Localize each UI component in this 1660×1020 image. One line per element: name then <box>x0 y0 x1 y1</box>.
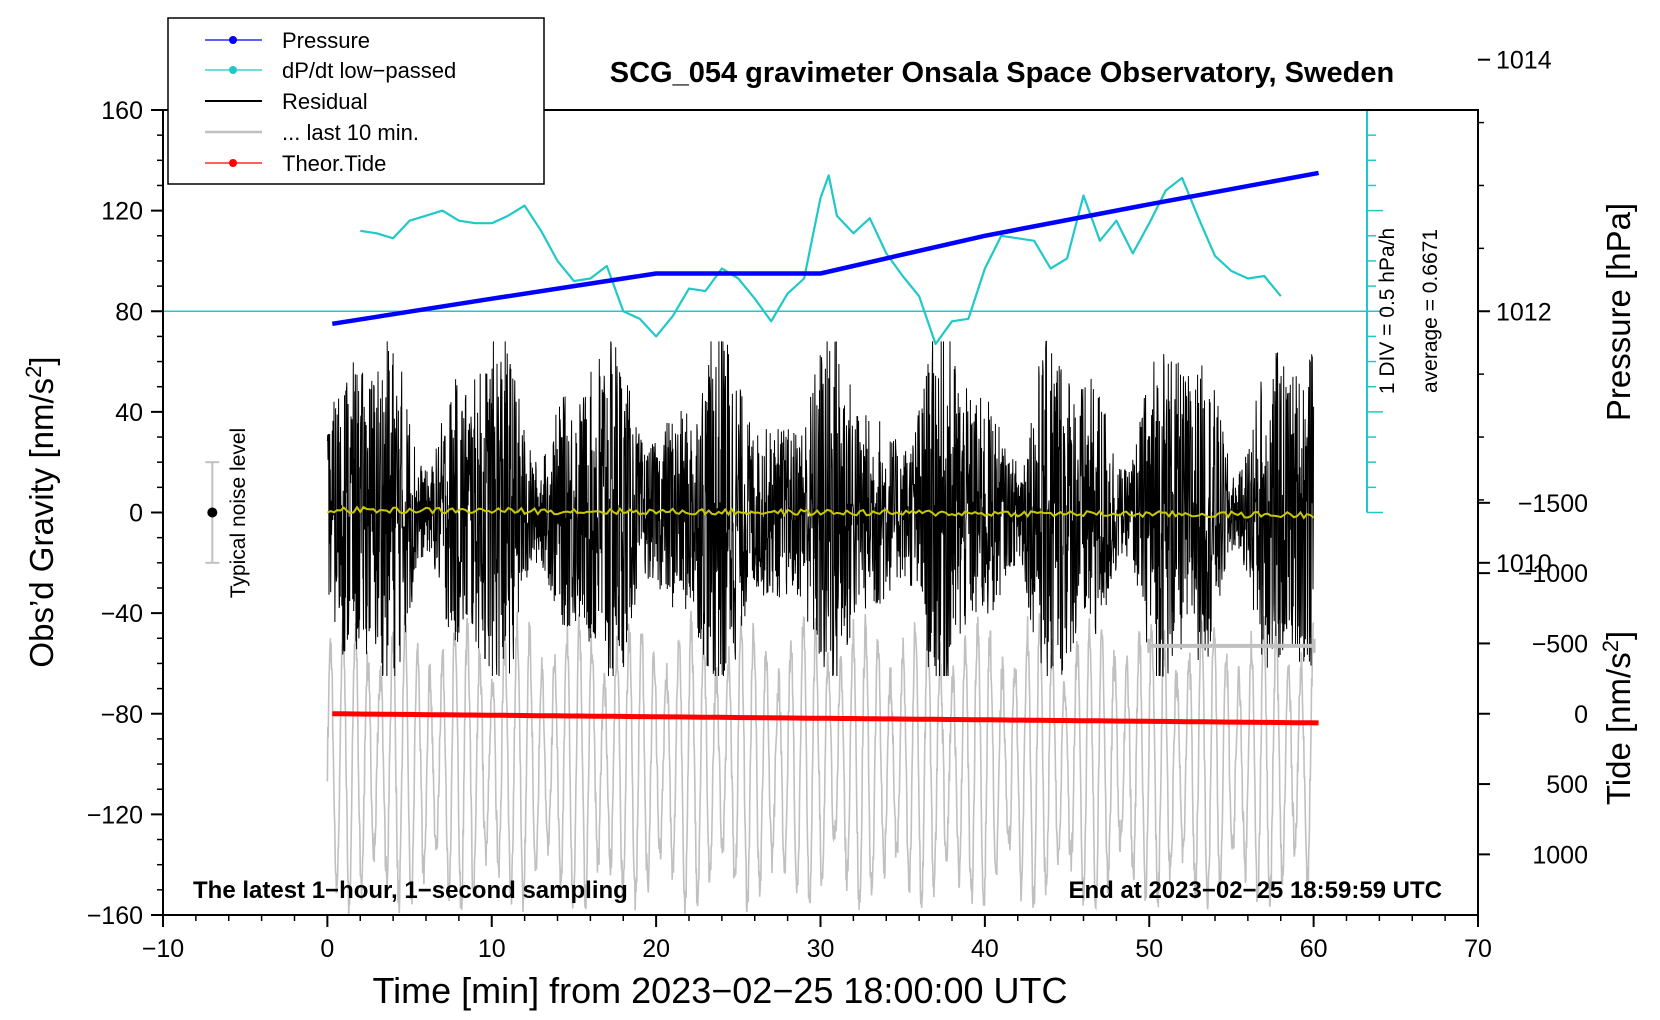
theoretical-tide-series <box>332 711 1319 726</box>
x-tick-label: 20 <box>642 935 670 963</box>
gravity-axis: 160 120 80 40 0 −40 −80 −120 −160 <box>87 97 163 930</box>
x-axis-label: Time [min] from 2023−02−25 18:00:00 UTC <box>372 970 1067 1011</box>
legend: Pressure dP/dt low−passed Residual ... l… <box>167 17 545 185</box>
chart-title: SCG_054 gravimeter Onsala Space Observat… <box>610 57 1394 89</box>
tide-tick-label: 0 <box>1574 701 1588 729</box>
legend-last10-label: ... last 10 min. <box>282 120 419 145</box>
time-axis: −10 0 10 20 30 40 50 60 70 <box>142 915 1492 963</box>
y-tick-label: −160 <box>87 902 143 930</box>
x-tick-label: 30 <box>807 935 835 963</box>
noise-bar-marker <box>207 507 218 518</box>
legend-pressure-marker <box>229 36 237 44</box>
dpdt-series <box>360 174 1282 346</box>
y-axis-label-tide: Tide [nm/s2] <box>1598 631 1638 805</box>
pressure-tick-label: 1010 <box>1496 550 1552 578</box>
bottom-right-note: End at 2023−02−25 18:59:59 UTC <box>1068 877 1442 904</box>
x-tick-label: −10 <box>142 935 184 963</box>
y-tick-label: −80 <box>101 701 143 729</box>
overlay-layer <box>205 461 1316 653</box>
legend-residual-label: Residual <box>282 89 368 114</box>
legend-pressure-label: Pressure <box>282 28 370 53</box>
legend-tide-marker <box>229 159 237 167</box>
tide-tick-label: −1000 <box>1518 560 1588 588</box>
tide-tick-label: 500 <box>1546 771 1588 799</box>
pressure-axis: 1014 1012 1010 <box>1478 47 1552 578</box>
y-tick-label: 160 <box>101 97 143 125</box>
bottom-left-note: The latest 1−hour, 1−second sampling <box>193 877 628 904</box>
legend-tide-label: Theor.Tide <box>282 151 386 176</box>
y-tick-label: 40 <box>115 399 143 427</box>
legend-dpdt-marker <box>229 66 237 74</box>
x-tick-label: 10 <box>478 935 506 963</box>
tide-tick-label: −1500 <box>1518 490 1588 518</box>
pressure-rate-axis <box>163 109 1383 514</box>
div-label: 1 DIV = 0.5 hPa/h <box>1376 228 1399 394</box>
tide-axis: 1000 500 0 −500 −1000 −1500 <box>1478 490 1588 869</box>
y-tick-label: −40 <box>101 600 143 628</box>
last-10-min-series <box>326 610 1315 916</box>
x-tick-label: 0 <box>320 935 334 963</box>
y-tick-label: 0 <box>129 500 143 528</box>
residual-series <box>326 340 1315 677</box>
x-tick-label: 50 <box>1135 935 1163 963</box>
y-axis-label-gravity: Obs’d Gravity [nm/s2] <box>21 356 61 667</box>
tide-tick-label: −500 <box>1532 630 1588 658</box>
pressure-tick-label: 1012 <box>1496 298 1552 326</box>
pressure-tick-label: 1014 <box>1496 47 1552 75</box>
series-layer <box>326 170 1320 916</box>
tide-tick-label: 1000 <box>1532 841 1588 869</box>
y-axis-label-pressure: Pressure [hPa] <box>1600 203 1637 421</box>
y-tick-label: 80 <box>115 298 143 326</box>
pressure-series <box>331 170 1320 327</box>
noise-level-label: Typical noise level <box>227 428 250 598</box>
y-tick-label: −120 <box>87 801 143 829</box>
residual-smoothed-series <box>326 505 1315 520</box>
y-tick-label: 120 <box>101 198 143 226</box>
x-tick-label: 70 <box>1464 935 1492 963</box>
x-tick-label: 60 <box>1300 935 1328 963</box>
x-tick-label: 40 <box>971 935 999 963</box>
plot-frame <box>162 109 1479 916</box>
legend-dpdt-label: dP/dt low−passed <box>282 58 456 83</box>
average-label: average = 0.6671 <box>1419 229 1442 393</box>
